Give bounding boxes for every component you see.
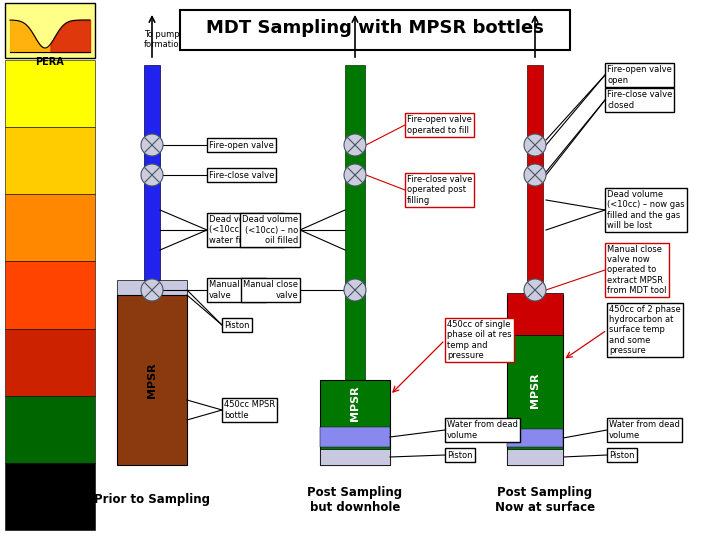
Bar (5, 3, 95, 58)
Text: Manual close
valve: Manual close valve (209, 280, 264, 300)
Bar (5, 328, 95, 396)
Bar (5, 261, 95, 328)
Bar (507, 449, 563, 465)
Text: Dead volume
(<10cc) – no
oil filled: Dead volume (<10cc) – no oil filled (242, 215, 298, 245)
Circle shape (524, 134, 546, 156)
Text: Dead volume
(<10cc) – initially
water filled: Dead volume (<10cc) – initially water fi… (209, 215, 282, 245)
Bar (507, 293, 563, 335)
Bar (507, 429, 563, 447)
Text: Manual close
valve now
operated to
extract MPSR
from MDT tool: Manual close valve now operated to extra… (607, 245, 667, 295)
Text: Piston: Piston (447, 450, 472, 460)
Bar (320, 380, 390, 465)
Bar (117, 295, 187, 465)
Text: Fire-open valve
open: Fire-open valve open (607, 65, 672, 85)
Text: Water from dead
volume: Water from dead volume (609, 420, 680, 440)
Text: Fire-close valve
closed: Fire-close valve closed (607, 90, 672, 110)
Text: Piston: Piston (224, 321, 250, 329)
Text: PERA: PERA (35, 57, 64, 67)
Text: Fire-close valve
operated post
filling: Fire-close valve operated post filling (407, 175, 472, 205)
Text: Dead volume
(<10cc) – now gas
filled and the gas
will be lost: Dead volume (<10cc) – now gas filled and… (607, 190, 685, 230)
Text: Post Sampling
Now at surface: Post Sampling Now at surface (495, 486, 595, 514)
Bar (320, 449, 390, 465)
Bar (507, 295, 563, 465)
Bar (345, 65, 365, 380)
Bar (117, 280, 187, 295)
Circle shape (344, 279, 366, 301)
Text: Fire-open valve
operated to fill: Fire-open valve operated to fill (407, 116, 472, 134)
Circle shape (524, 279, 546, 301)
Text: Manual close
valve: Manual close valve (243, 280, 298, 300)
Circle shape (141, 279, 163, 301)
Bar (5, 194, 95, 261)
Text: MPSR: MPSR (350, 385, 360, 421)
Bar (144, 65, 160, 290)
Text: 450cc of single
phase oil at res
temp and
pressure: 450cc of single phase oil at res temp an… (447, 320, 512, 360)
Text: MPSR: MPSR (530, 372, 540, 408)
Text: MPSR: MPSR (147, 362, 157, 398)
Bar (180, 10, 570, 50)
Bar (5, 60, 95, 127)
Text: To pump and
formation: To pump and formation (347, 30, 401, 49)
Circle shape (524, 164, 546, 186)
Circle shape (141, 164, 163, 186)
Text: Fire-open valve: Fire-open valve (209, 140, 274, 150)
Text: Piston: Piston (609, 450, 634, 460)
Circle shape (344, 134, 366, 156)
Text: 450cc of 2 phase
hydrocarbon at
surface temp
and some
pressure: 450cc of 2 phase hydrocarbon at surface … (609, 305, 680, 355)
Bar (320, 427, 390, 447)
Text: Water from dead
volume: Water from dead volume (447, 420, 518, 440)
Text: 450cc MPSR
bottle: 450cc MPSR bottle (224, 400, 275, 420)
Text: To pump and
formation: To pump and formation (510, 30, 564, 49)
Text: Prior to Sampling: Prior to Sampling (94, 494, 210, 507)
Bar (527, 65, 543, 290)
Text: To pump and
formation: To pump and formation (144, 30, 198, 49)
Circle shape (344, 164, 366, 186)
Text: MDT Sampling with MPSR bottles: MDT Sampling with MPSR bottles (206, 19, 544, 37)
Bar (5, 396, 95, 463)
Text: Post Sampling
but downhole: Post Sampling but downhole (307, 486, 402, 514)
Circle shape (141, 134, 163, 156)
Bar (5, 127, 95, 194)
Bar (5, 463, 95, 530)
Text: Fire-close valve: Fire-close valve (209, 171, 274, 179)
